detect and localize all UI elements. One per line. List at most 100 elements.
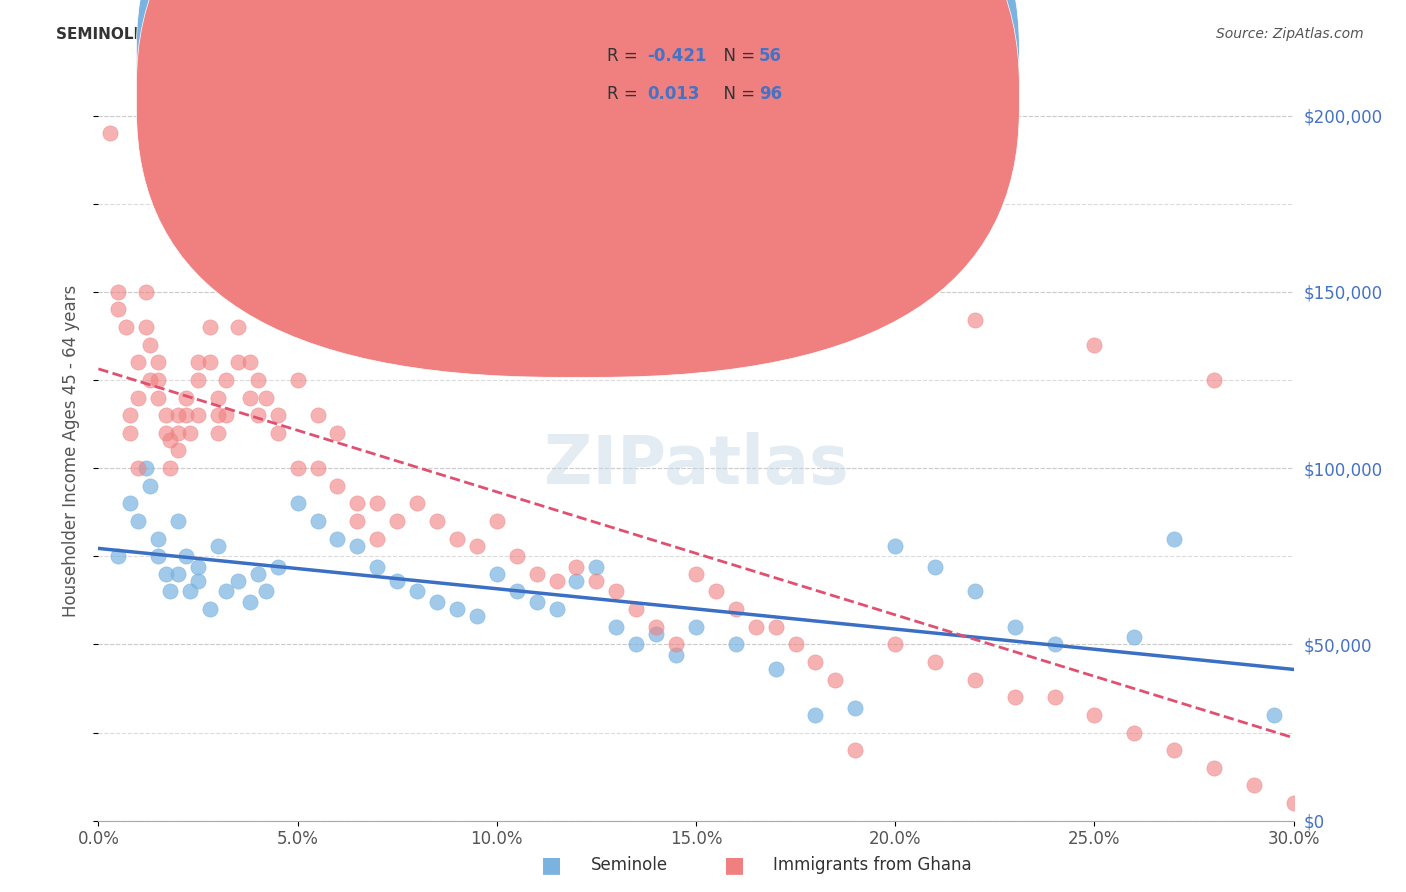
Point xyxy=(120,408,142,422)
Text: Immigrants from Ghana: Immigrants from Ghana xyxy=(773,856,972,874)
Point xyxy=(565,559,588,574)
Point xyxy=(1263,707,1285,722)
Point xyxy=(724,292,747,306)
Point xyxy=(724,637,747,651)
Point xyxy=(465,609,488,624)
Point xyxy=(1163,743,1185,757)
Point xyxy=(135,461,157,475)
Point xyxy=(159,433,181,447)
Point xyxy=(107,285,129,299)
Point xyxy=(804,655,827,669)
Point xyxy=(148,355,170,369)
Point xyxy=(506,584,529,599)
Point xyxy=(546,574,568,588)
Point xyxy=(135,320,157,334)
Point xyxy=(406,496,429,510)
Point xyxy=(844,743,866,757)
Point xyxy=(239,391,262,405)
Point xyxy=(246,408,269,422)
Point xyxy=(1202,373,1225,387)
Point xyxy=(215,584,238,599)
Point xyxy=(1043,690,1066,705)
Point xyxy=(565,574,588,588)
Point xyxy=(187,373,209,387)
Point xyxy=(174,408,197,422)
Point xyxy=(120,425,142,440)
Point xyxy=(187,355,209,369)
Point xyxy=(1083,707,1105,722)
Point xyxy=(267,408,290,422)
Point xyxy=(254,391,277,405)
Point xyxy=(366,559,388,574)
Point xyxy=(605,584,627,599)
Point xyxy=(724,602,747,616)
Point xyxy=(346,514,368,528)
Point xyxy=(198,355,221,369)
Point xyxy=(98,126,122,140)
Point xyxy=(207,391,229,405)
Point xyxy=(127,461,149,475)
Text: 0.013: 0.013 xyxy=(647,85,699,103)
Point xyxy=(624,637,647,651)
Point xyxy=(226,355,249,369)
Point xyxy=(179,425,201,440)
Point xyxy=(924,559,946,574)
Point xyxy=(1202,761,1225,775)
Point xyxy=(187,574,209,588)
Point xyxy=(645,620,668,634)
Point xyxy=(685,620,707,634)
Point xyxy=(385,514,409,528)
Point xyxy=(665,637,688,651)
Point xyxy=(884,539,907,553)
Point xyxy=(159,461,181,475)
Point xyxy=(207,425,229,440)
Point xyxy=(127,355,149,369)
Point xyxy=(246,373,269,387)
Point xyxy=(120,496,142,510)
Point xyxy=(526,566,548,581)
Point xyxy=(884,637,907,651)
Point xyxy=(239,355,262,369)
Point xyxy=(239,595,262,609)
Point xyxy=(704,584,727,599)
Point xyxy=(155,566,177,581)
Point xyxy=(605,267,627,281)
Point xyxy=(446,602,468,616)
Point xyxy=(287,496,309,510)
Point xyxy=(148,373,170,387)
Text: ZIPatlas: ZIPatlas xyxy=(544,433,848,499)
Point xyxy=(963,313,986,327)
Point xyxy=(307,408,329,422)
Point xyxy=(645,627,668,641)
Point xyxy=(326,479,349,493)
Point xyxy=(139,373,162,387)
Point xyxy=(174,549,197,564)
Point xyxy=(745,620,768,634)
Point xyxy=(215,408,238,422)
Point xyxy=(346,539,368,553)
Point xyxy=(844,701,866,715)
Point xyxy=(346,496,368,510)
Point xyxy=(179,584,201,599)
Point xyxy=(1282,796,1305,810)
Point xyxy=(326,532,349,546)
Point xyxy=(446,532,468,546)
Point xyxy=(127,514,149,528)
Point xyxy=(406,232,429,246)
Point xyxy=(167,425,190,440)
Text: Source: ZipAtlas.com: Source: ZipAtlas.com xyxy=(1216,27,1364,41)
Point xyxy=(804,707,827,722)
Point xyxy=(155,425,177,440)
Text: 96: 96 xyxy=(759,85,782,103)
Point xyxy=(127,391,149,405)
Point xyxy=(685,566,707,581)
Point xyxy=(307,461,329,475)
Point xyxy=(366,532,388,546)
Text: ■: ■ xyxy=(724,855,745,875)
Point xyxy=(1243,778,1265,792)
Point xyxy=(385,574,409,588)
Point xyxy=(167,443,190,458)
Point xyxy=(135,285,157,299)
Point xyxy=(155,408,177,422)
Point xyxy=(665,648,688,662)
